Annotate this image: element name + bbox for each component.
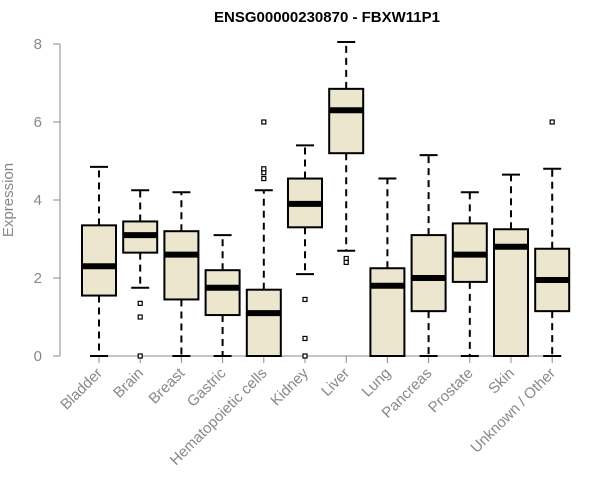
outlier-point bbox=[302, 335, 308, 342]
box-iqr bbox=[163, 230, 200, 301]
y-tick-label: 4 bbox=[34, 192, 42, 209]
box-iqr bbox=[204, 269, 241, 317]
box-series bbox=[81, 41, 571, 359]
y-axis: 0 2 4 6 8 bbox=[34, 36, 61, 365]
box-iqr bbox=[328, 87, 365, 155]
box-prostate bbox=[451, 191, 488, 357]
box-kidney bbox=[287, 144, 323, 359]
x-tick-label: Skin bbox=[485, 365, 518, 398]
box-liver bbox=[328, 41, 365, 265]
box-pancreas bbox=[410, 154, 447, 357]
box-iqr bbox=[81, 224, 117, 297]
box-brain bbox=[122, 189, 159, 359]
outlier-point bbox=[343, 259, 349, 265]
x-tick-label: Kidney bbox=[267, 364, 312, 409]
box-bladder bbox=[81, 165, 117, 357]
outlier-point bbox=[137, 314, 143, 320]
y-tick-label: 6 bbox=[34, 114, 42, 131]
y-tick-label: 2 bbox=[34, 270, 42, 287]
chart-title: ENSG00000230870 - FBXW11P1 bbox=[214, 9, 440, 26]
y-axis-label: Expression bbox=[0, 163, 17, 237]
box-lung bbox=[369, 177, 406, 357]
x-tick-label: Liver bbox=[318, 365, 353, 400]
outlier-point bbox=[302, 353, 308, 359]
box-unknown-other bbox=[534, 119, 571, 357]
box-gastric bbox=[204, 234, 241, 357]
box-hematopoietic-cells bbox=[245, 119, 282, 358]
x-tick-label: Lung bbox=[359, 365, 395, 401]
y-tick-label: 0 bbox=[34, 348, 42, 365]
outlier-point bbox=[261, 166, 267, 172]
outlier-point bbox=[137, 300, 143, 306]
x-tick-label: Brain bbox=[110, 365, 147, 402]
x-tick-label: Prostate bbox=[425, 365, 477, 417]
box-iqr bbox=[410, 234, 447, 313]
box-breast bbox=[163, 191, 200, 357]
outlier-point bbox=[302, 296, 308, 303]
x-tick-label: Breast bbox=[146, 364, 189, 407]
outlier-point bbox=[261, 175, 267, 182]
x-tick-label: Bladder bbox=[57, 365, 106, 414]
box-iqr bbox=[493, 228, 529, 357]
box-iqr bbox=[369, 267, 406, 357]
y-tick-label: 8 bbox=[34, 36, 42, 53]
box-iqr bbox=[245, 288, 282, 358]
outlier-point bbox=[549, 119, 555, 125]
box-skin bbox=[493, 173, 529, 357]
outlier-point bbox=[137, 353, 143, 359]
outlier-point bbox=[261, 119, 267, 125]
